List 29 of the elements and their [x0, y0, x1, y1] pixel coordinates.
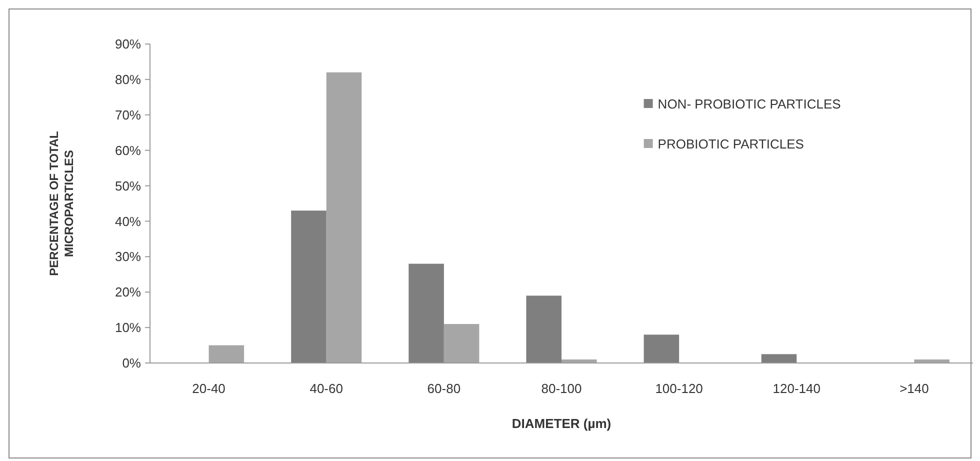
y-tick-label: 20%: [114, 284, 142, 300]
legend-label: NON- PROBIOTIC PARTICLES: [658, 96, 842, 112]
bar: [291, 210, 326, 363]
x-tick-label: 100-120: [655, 381, 703, 396]
y-tick-label: 50%: [114, 178, 142, 194]
bar: [526, 296, 562, 363]
y-axis-title: PERCENTAGE OF TOTAL MICROPARTICLES: [47, 131, 76, 276]
y-tick-label: 10%: [114, 320, 142, 336]
legend-label: PROBIOTIC PARTICLES: [658, 136, 804, 152]
y-tick-label: 0%: [122, 356, 142, 371]
bar: [761, 354, 797, 363]
bar: [208, 345, 244, 363]
y-tick-label: 80%: [114, 72, 142, 87]
x-tick-label: 40-60: [310, 381, 343, 396]
bar: [408, 264, 444, 363]
x-axis-title: DIAMETER (µm): [512, 416, 612, 431]
y-tick-label: 30%: [114, 249, 142, 264]
bar: [444, 324, 480, 363]
x-tick-label: 20-40: [192, 381, 226, 396]
x-tick-label: 80-100: [541, 381, 582, 396]
y-tick-label: 70%: [114, 107, 142, 122]
x-tick-label: >140: [900, 381, 929, 396]
bar: [644, 334, 680, 363]
y-tick-label: 60%: [114, 142, 142, 158]
x-tick-label: 60-80: [427, 381, 461, 396]
x-tick-label: 120-140: [772, 381, 820, 396]
y-tick-label: 90%: [114, 36, 142, 52]
y-tick-label: 40%: [114, 214, 142, 229]
bar: [326, 72, 362, 363]
